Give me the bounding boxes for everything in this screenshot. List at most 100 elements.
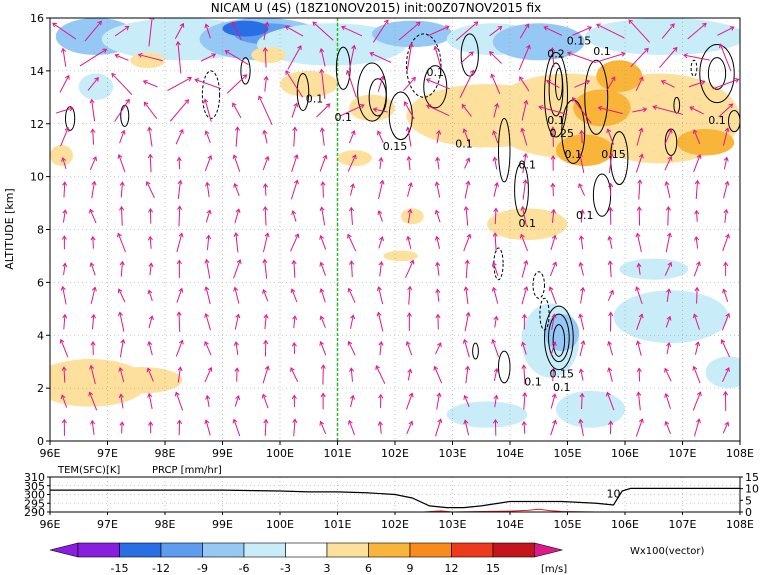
wind-vector (55, 107, 73, 114)
wind-vector-head (494, 182, 500, 187)
colorbar-box-pos12 (451, 542, 494, 558)
wind-vector-head (263, 75, 269, 81)
wind-vector-head (607, 340, 613, 346)
wind-vector-head (578, 235, 585, 240)
y-tick-label: 6 (37, 276, 44, 289)
wind-vector (372, 19, 389, 43)
contour-label: 0.15 (383, 140, 408, 153)
main-panel: 0.10.10.10.15 0.10.10.150.2 0.10.10.250.1 0… (3, 12, 754, 460)
wind-vector-head (345, 69, 351, 75)
wind-vector-head (725, 233, 730, 239)
wind-vector (523, 392, 526, 410)
wind-vector (167, 77, 192, 92)
wind-vector-head (636, 206, 642, 211)
wind-vector (464, 181, 470, 199)
wind-vector-head (147, 126, 153, 132)
wind-vector (147, 368, 154, 382)
wind-vector-head (644, 47, 649, 53)
x-tick-label: 96E (40, 447, 61, 460)
wind-vector (464, 395, 470, 408)
wind-vector-head (409, 259, 415, 265)
wind-vector (493, 130, 499, 144)
wind-vector-head (284, 25, 290, 31)
colorbar-label: -15 (111, 562, 129, 575)
wind-vector (262, 233, 269, 253)
wind-vector (91, 99, 96, 122)
wind-vector-head (415, 21, 421, 27)
wind-vector (665, 421, 672, 434)
x-tick-label: 103E (439, 447, 467, 460)
wind-vector (551, 209, 555, 223)
shading-region-31 (50, 144, 73, 167)
wind-vector-head (347, 287, 353, 293)
wind-vector-head (234, 126, 240, 131)
wind-vector-head (667, 128, 673, 134)
wind-vector (144, 102, 158, 119)
wind-vector-head (319, 340, 325, 346)
wind-vector-head (437, 418, 443, 424)
wind-vector-head (206, 209, 212, 215)
wind-vector-head (587, 26, 593, 31)
wind-vector (200, 53, 216, 62)
wind-vector-head (405, 341, 411, 346)
wind-vector-head (147, 153, 153, 159)
wind-vector-head (596, 23, 601, 29)
wind-vector-head (52, 22, 57, 28)
wind-vector-head (233, 341, 239, 346)
wind-vector-head (350, 183, 356, 189)
contour-11 (460, 33, 479, 77)
wind-vector (695, 210, 698, 222)
wind-vector (724, 209, 727, 223)
shading-region-19 (676, 129, 735, 156)
wind-vector-head (571, 96, 577, 102)
wind-vector-head (292, 315, 298, 320)
contour-7 (368, 78, 387, 117)
wind-vector-head (347, 419, 353, 425)
wind-vector-head (258, 95, 263, 101)
y-tick-label: 8 (37, 224, 44, 237)
wind-vector (378, 210, 383, 222)
wind-vector-head (68, 106, 74, 112)
colorbar-boxes (49, 542, 563, 558)
wind-vector-head (290, 367, 295, 373)
wind-vector-head (176, 259, 182, 265)
wind-vector-head (520, 341, 526, 347)
wind-vector (204, 367, 212, 383)
wind-vector (138, 54, 163, 62)
wind-vector-head (207, 366, 213, 372)
wind-vector (522, 342, 527, 355)
shading-region-12 (280, 70, 338, 98)
wind-vector (148, 341, 153, 356)
contour-label: 0.1 (519, 159, 537, 172)
wind-vector-head (285, 70, 290, 75)
wind-vector (91, 314, 95, 330)
wind-vector-head (120, 338, 126, 344)
colorbar-box-neg3 (243, 542, 286, 558)
wind-vector-head (403, 101, 409, 106)
wind-vector (696, 287, 698, 304)
wind-vector (636, 314, 643, 330)
wind-vector-head (426, 104, 432, 109)
wind-vector (312, 21, 334, 41)
wind-vector-head (204, 286, 210, 291)
wind-vector-head (411, 76, 416, 82)
wind-vector (721, 339, 730, 358)
colorbar-label: 3 (324, 562, 331, 575)
wind-vector (406, 341, 413, 356)
wind-vector (293, 316, 296, 328)
wind-vector-head (694, 286, 700, 292)
wind-vector (664, 368, 672, 382)
wind-vector-head (464, 365, 471, 371)
wind-vector-head (722, 390, 729, 396)
wind-vector-head (97, 20, 102, 26)
wind-vector (175, 340, 183, 357)
wind-vector-head (580, 286, 586, 292)
wind-vector-head (578, 418, 584, 424)
wind-vector-head (261, 393, 267, 399)
wind-vector (549, 286, 557, 305)
wind-vector-head (64, 127, 70, 132)
colorbar-label: 15 (486, 562, 500, 575)
wind-vector-head (117, 288, 123, 294)
wind-vector-head (696, 391, 702, 397)
wind-vector (693, 261, 700, 277)
